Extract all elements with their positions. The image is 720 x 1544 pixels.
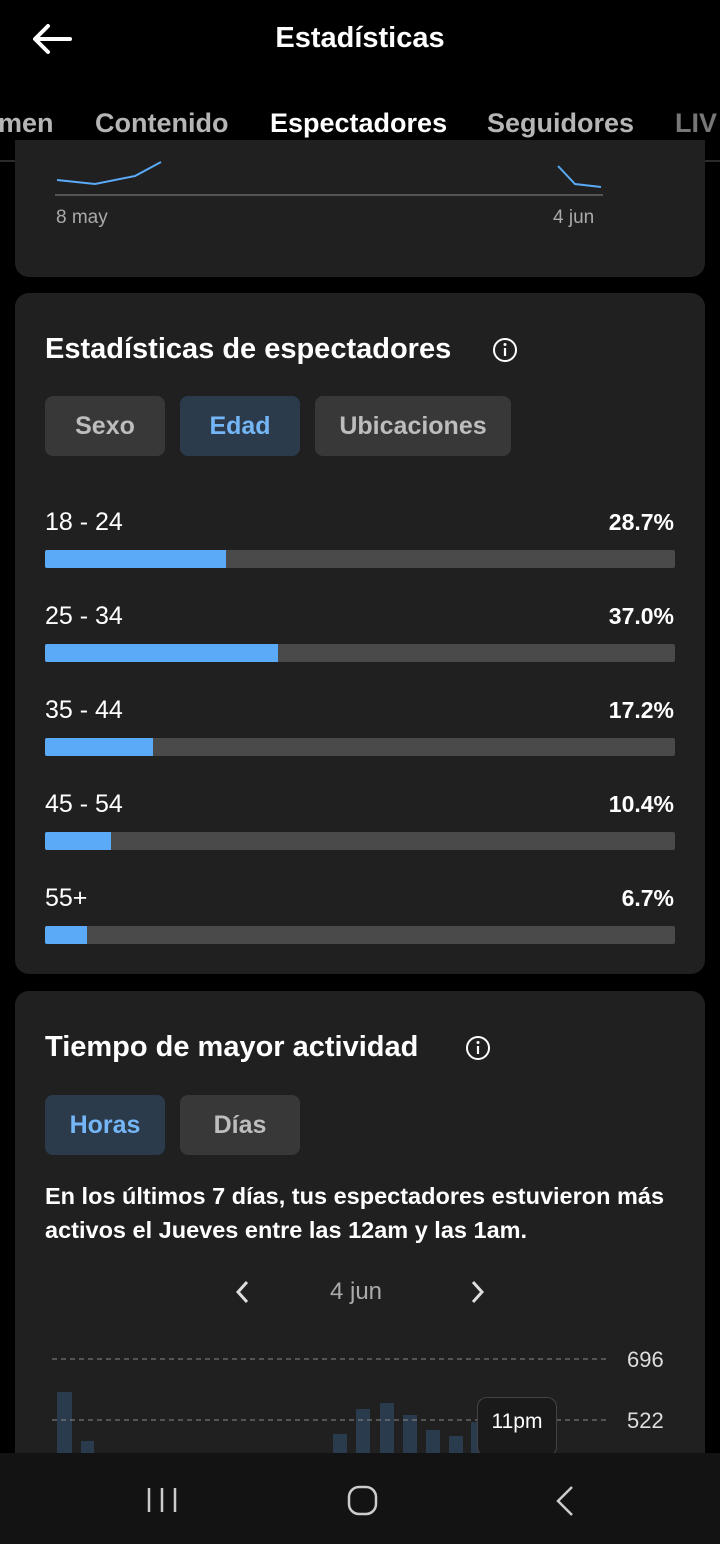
filter-chip[interactable]: Días — [180, 1095, 300, 1155]
age-label: 18 - 24 — [45, 508, 123, 536]
viewer-stats-card: Estadísticas de espectadores Sexo Edad Ubi… — [15, 293, 705, 974]
back-nav-button[interactable] — [552, 1484, 578, 1518]
y-tick-label: 696 — [627, 1347, 664, 1372]
bar-track — [45, 644, 675, 662]
card-title: Tiempo de mayor actividad — [45, 1031, 419, 1063]
tooltip: 11pm — [477, 1397, 557, 1457]
bar — [45, 644, 279, 662]
next-date[interactable] — [467, 1279, 487, 1305]
tab[interactable]: Espectadores — [270, 108, 448, 138]
bar — [45, 832, 111, 850]
nav-bar — [0, 1453, 720, 1544]
card-title: Estadísticas de espectadores — [45, 333, 452, 365]
tab[interactable]: Seguidores — [487, 108, 635, 138]
filter-chip[interactable]: Sexo — [45, 396, 165, 456]
bar — [45, 926, 88, 944]
bar — [45, 550, 226, 568]
x-label: 4 jun — [553, 207, 595, 228]
bar-track — [45, 832, 675, 850]
age-value: 28.7% — [608, 509, 674, 535]
header-title: Estadísticas — [275, 22, 445, 54]
info-icon[interactable] — [492, 337, 518, 363]
age-value: 17.2% — [608, 697, 674, 723]
activity-chart: 696 522 — [52, 1347, 664, 1453]
bar — [45, 738, 154, 756]
filter-chip[interactable]: Horas — [45, 1095, 165, 1155]
age-label: 35 - 44 — [45, 696, 123, 724]
bar-track — [45, 926, 675, 944]
y-tick-label: 522 — [627, 1408, 664, 1433]
age-value: 10.4% — [608, 791, 674, 817]
tooltip-text: 11pm — [491, 1410, 543, 1433]
tab[interactable]: LIV — [675, 108, 718, 138]
tab[interactable]: Contenido — [95, 108, 229, 138]
recents-button[interactable] — [140, 1486, 185, 1514]
filter-chip[interactable]: Ubicaciones — [315, 396, 511, 456]
activity-summary: En los últimos 7 días, tus espectadores … — [45, 1183, 665, 1243]
bar-track — [45, 738, 675, 756]
trend-card: 8 may 4 jun — [15, 140, 705, 277]
age-label: 25 - 34 — [45, 602, 123, 630]
age-value: 37.0% — [608, 603, 674, 629]
date-label: 4 jun — [329, 1278, 383, 1305]
back-button[interactable] — [30, 22, 74, 56]
filter-chip[interactable]: Edad — [180, 396, 300, 456]
tab[interactable]: men — [0, 108, 54, 138]
activity-bars — [57, 1392, 481, 1453]
home-button[interactable] — [346, 1484, 380, 1518]
activity-card: Tiempo de mayor actividad Horas Días En l… — [15, 991, 705, 1491]
prev-date[interactable] — [233, 1279, 253, 1305]
x-label: 8 may — [56, 207, 108, 228]
bar-track — [45, 550, 675, 568]
age-value: 6.7% — [621, 885, 674, 911]
info-icon[interactable] — [465, 1035, 491, 1061]
trend-line — [55, 161, 603, 196]
age-label: 45 - 54 — [45, 790, 123, 818]
age-label: 55+ — [45, 884, 88, 912]
